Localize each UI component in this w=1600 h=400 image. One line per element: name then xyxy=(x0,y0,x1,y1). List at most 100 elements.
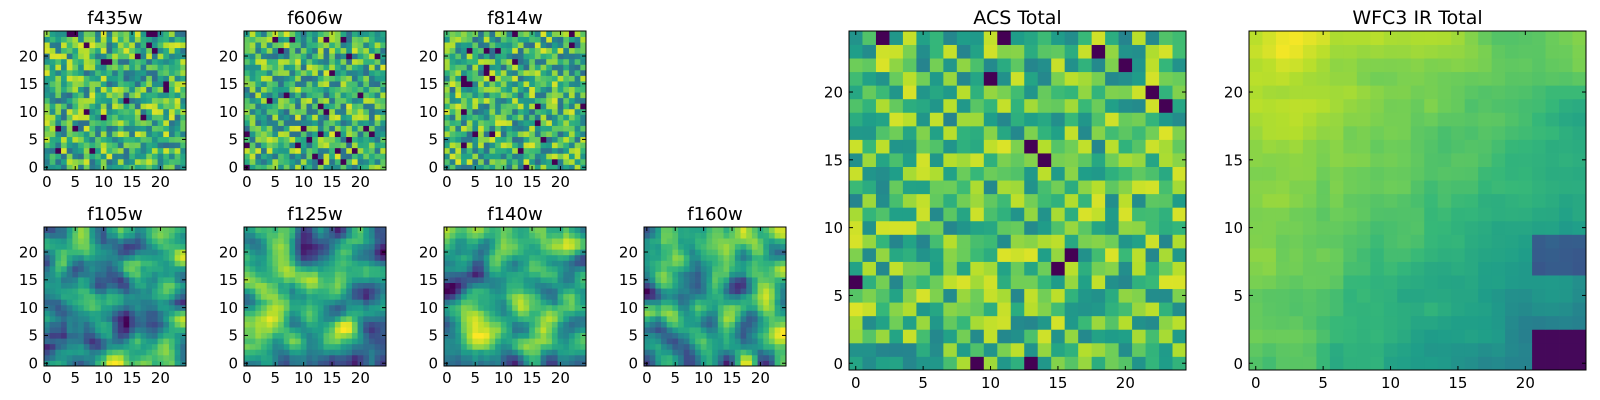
heatmap-cell xyxy=(157,254,164,261)
heatmap-cell xyxy=(255,119,262,126)
heatmap-cell xyxy=(472,58,479,65)
heatmap-cell xyxy=(100,310,107,317)
heatmap-cell xyxy=(506,232,513,239)
heatmap-cell xyxy=(889,207,904,222)
heatmap-cell xyxy=(983,315,998,330)
heatmap-cell xyxy=(512,277,519,283)
heatmap-cell xyxy=(455,360,462,367)
heatmap-cell xyxy=(768,343,776,350)
heatmap-cell xyxy=(289,108,296,115)
heatmap-cell xyxy=(306,338,313,345)
heatmap-cell xyxy=(168,338,176,345)
heatmap-cell xyxy=(655,354,662,361)
heatmap-cell xyxy=(317,315,324,322)
heatmap-cell xyxy=(472,147,479,154)
heatmap-cell xyxy=(506,282,513,289)
heatmap-cell xyxy=(49,299,56,306)
heatmap-cell xyxy=(489,243,496,250)
heatmap-cell xyxy=(78,108,85,115)
heatmap-cell xyxy=(455,265,462,272)
heatmap-cell xyxy=(61,147,68,154)
heatmap-cell xyxy=(997,275,1012,290)
heatmap-cell xyxy=(568,142,576,149)
heatmap-cell xyxy=(157,354,164,361)
heatmap-cell xyxy=(174,36,181,43)
heatmap-cell xyxy=(112,42,119,49)
heatmap-cell xyxy=(363,125,370,132)
heatmap-cell xyxy=(534,360,541,367)
heatmap-cell xyxy=(261,58,268,65)
heatmap-cell xyxy=(455,327,462,334)
heatmap-cell xyxy=(763,277,770,283)
heatmap-cell xyxy=(100,114,107,121)
heatmap-cell xyxy=(700,249,707,256)
heatmap-cell xyxy=(49,47,56,54)
heatmap-cell xyxy=(255,271,262,278)
heatmap-cell xyxy=(666,310,673,317)
heatmap-cell xyxy=(363,304,370,311)
heatmap-cell xyxy=(174,293,181,300)
heatmap-cell xyxy=(506,315,513,322)
heatmap-cell xyxy=(83,293,90,300)
heatmap-cell xyxy=(546,310,553,317)
heatmap-cell xyxy=(970,329,985,344)
heatmap-cell xyxy=(374,354,381,361)
heatmap-cell xyxy=(374,42,381,49)
heatmap-cell xyxy=(546,125,553,132)
heatmap-cell xyxy=(649,304,656,311)
heatmap-cell xyxy=(455,142,462,149)
heatmap-cell xyxy=(312,254,319,261)
heatmap-cell xyxy=(89,136,96,143)
heatmap-cell xyxy=(146,153,153,160)
heatmap-cell xyxy=(751,343,758,350)
heatmap-cell xyxy=(529,260,536,267)
heatmap-cell xyxy=(751,349,758,356)
heatmap-cell xyxy=(466,158,473,165)
heatmap-cell xyxy=(180,114,187,121)
heatmap-cell xyxy=(455,158,462,165)
heatmap-cell xyxy=(266,92,273,99)
heatmap-cell xyxy=(100,103,107,110)
heatmap-cell xyxy=(689,227,696,233)
heatmap-cell xyxy=(151,310,158,317)
heatmap-cell xyxy=(540,147,547,154)
heatmap-cell xyxy=(151,125,158,132)
heatmap-cell xyxy=(649,315,656,322)
heatmap-cell xyxy=(529,249,536,256)
heatmap-cell xyxy=(312,42,319,49)
heatmap-cell xyxy=(357,338,364,345)
heatmap-cell xyxy=(849,207,863,222)
heatmap-cell xyxy=(534,153,541,160)
heatmap-cell xyxy=(568,293,576,300)
heatmap-cell xyxy=(695,232,702,239)
heatmap-cell xyxy=(106,271,113,278)
heatmap-cell xyxy=(146,75,153,82)
heatmap-cell xyxy=(644,299,651,306)
heatmap-cell xyxy=(317,131,324,138)
heatmap-cell xyxy=(272,327,279,334)
heatmap-cell xyxy=(261,97,268,104)
heatmap-cell xyxy=(472,81,479,87)
heatmap-cell xyxy=(689,232,696,239)
heatmap-cell xyxy=(95,332,102,339)
heatmap-cell xyxy=(483,142,490,149)
heatmap-cell xyxy=(374,338,381,345)
heatmap-cell xyxy=(295,227,302,233)
heatmap-cell xyxy=(117,58,124,65)
heatmap-cell xyxy=(461,360,468,367)
heatmap-cell xyxy=(123,164,130,171)
heatmap-cell xyxy=(695,260,702,267)
heatmap-cell xyxy=(368,343,376,350)
heatmap-cell xyxy=(574,36,581,43)
heatmap-cell xyxy=(100,243,107,250)
heatmap-cell xyxy=(300,119,307,126)
heatmap-cell xyxy=(568,36,576,43)
heatmap-cell xyxy=(49,232,56,239)
heatmap-cell xyxy=(489,131,496,138)
heatmap-cell xyxy=(706,288,713,295)
heatmap-cell xyxy=(44,349,51,356)
heatmap-cell xyxy=(546,254,553,261)
heatmap-cell xyxy=(272,332,279,339)
heatmap-cell xyxy=(695,338,702,345)
heatmap-cell xyxy=(151,321,158,328)
